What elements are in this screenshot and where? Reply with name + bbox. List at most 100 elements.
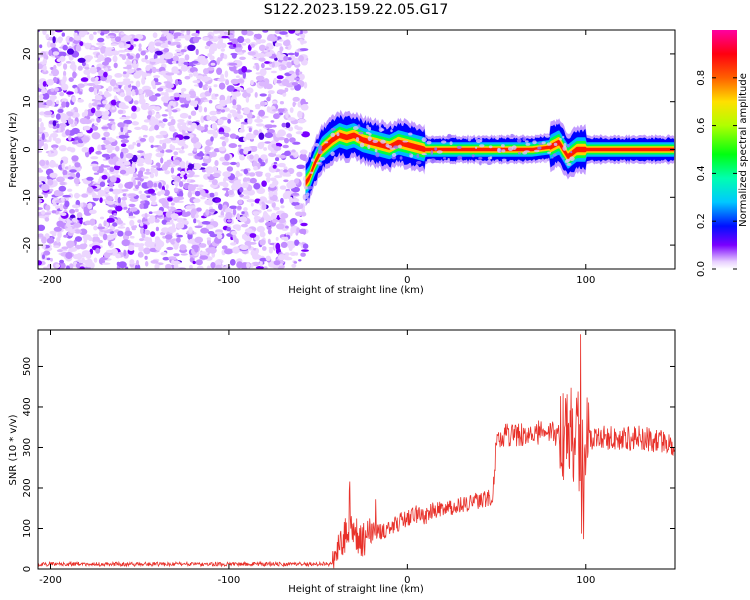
- noise-blob: [59, 203, 63, 211]
- ridge-speckle: [501, 144, 505, 148]
- noise-blob: [275, 236, 279, 241]
- noise-blob: [154, 42, 162, 47]
- noise-blob: [201, 169, 206, 173]
- noise-blob: [85, 69, 91, 76]
- noise-blob: [150, 116, 156, 122]
- noise-blob: [237, 109, 241, 114]
- noise-blob: [127, 55, 134, 60]
- noise-blob: [298, 73, 305, 81]
- noise-blob: [301, 249, 309, 252]
- noise-blob: [122, 66, 130, 70]
- noise-blob: [41, 69, 49, 75]
- noise-blob: [197, 184, 204, 188]
- noise-blob: [54, 30, 63, 33]
- noise-blob: [38, 99, 45, 105]
- noise-blob: [95, 150, 102, 155]
- noise-blob: [124, 60, 133, 65]
- noise-blob: [270, 177, 277, 182]
- ridge-speckle: [553, 142, 558, 146]
- noise-blob: [74, 236, 83, 242]
- noise-blob: [173, 253, 180, 257]
- spectrogram-y-axis-label: Frequency (Hz): [8, 112, 19, 188]
- noise-blob: [155, 113, 161, 119]
- noise-blob: [231, 38, 239, 45]
- noise-blob: [144, 229, 151, 236]
- noise-blob: [90, 77, 96, 82]
- noise-blob: [177, 139, 186, 146]
- noise-blob: [158, 71, 164, 75]
- noise-blob: [147, 188, 155, 194]
- noise-blob: [166, 74, 172, 82]
- ridge-speckle: [389, 147, 396, 150]
- noise-blob: [187, 191, 192, 198]
- noise-blob: [207, 53, 213, 57]
- figure-title: S122.2023.159.22.05.G17: [264, 2, 449, 18]
- noise-blob: [221, 140, 227, 147]
- ridge-speckle: [391, 152, 397, 157]
- noise-blob: [141, 176, 149, 179]
- noise-blob: [54, 87, 59, 92]
- noise-blob: [167, 104, 171, 112]
- noise-blob: [62, 44, 68, 51]
- noise-blob: [235, 119, 241, 122]
- noise-blob: [59, 55, 66, 62]
- noise-blob: [73, 222, 82, 228]
- noise-blob: [177, 35, 187, 39]
- noise-blob: [241, 42, 247, 46]
- noise-blob: [172, 181, 177, 185]
- noise-blob: [121, 54, 127, 61]
- noise-blob: [172, 55, 179, 62]
- noise-blob: [281, 78, 290, 87]
- noise-blob: [286, 240, 295, 246]
- colorbar-tick-label: 0.8: [696, 70, 707, 86]
- noise-blob: [267, 90, 275, 95]
- noise-blob: [196, 265, 204, 269]
- noise-blob: [224, 248, 233, 255]
- noise-blob: [173, 209, 182, 213]
- noise-blob: [258, 132, 265, 140]
- noise-blob: [256, 116, 260, 119]
- noise-blob: [209, 192, 215, 198]
- noise-blob: [220, 42, 227, 49]
- noise-blob: [84, 55, 93, 61]
- noise-blob: [38, 104, 46, 108]
- ridge-speckle: [314, 143, 320, 147]
- noise-blob: [167, 197, 173, 202]
- noise-blob: [275, 157, 280, 162]
- noise-blob: [50, 42, 56, 48]
- noise-blob: [148, 211, 153, 214]
- noise-blob: [242, 181, 249, 189]
- noise-blob: [52, 120, 57, 127]
- noise-blob: [180, 174, 185, 178]
- noise-blob: [193, 165, 202, 170]
- noise-blob: [211, 179, 218, 186]
- noise-blob: [297, 110, 303, 118]
- noise-blob: [143, 89, 153, 93]
- noise-blob: [261, 62, 265, 69]
- noise-blob: [72, 64, 77, 72]
- noise-blob: [271, 61, 275, 68]
- noise-blob: [165, 263, 172, 269]
- noise-blob: [136, 81, 140, 87]
- noise-blob: [43, 250, 51, 256]
- noise-blob: [131, 121, 139, 126]
- noise-blob: [299, 153, 307, 161]
- noise-blob: [93, 88, 98, 96]
- noise-blob: [277, 108, 285, 113]
- noise-blob: [39, 44, 43, 49]
- noise-blob: [271, 124, 277, 128]
- noise-blob: [140, 102, 149, 111]
- noise-blob: [228, 62, 238, 66]
- noise-blob: [143, 153, 152, 161]
- noise-blob: [248, 133, 255, 140]
- noise-blob: [129, 235, 135, 239]
- noise-blob: [96, 42, 105, 46]
- noise-blob: [101, 153, 110, 158]
- noise-blob: [41, 210, 46, 215]
- noise-blob: [259, 68, 267, 77]
- noise-blob: [191, 244, 199, 250]
- noise-blob: [265, 46, 269, 50]
- noise-blob: [144, 171, 152, 175]
- noise-blob: [161, 227, 170, 234]
- noise-blob: [128, 215, 136, 219]
